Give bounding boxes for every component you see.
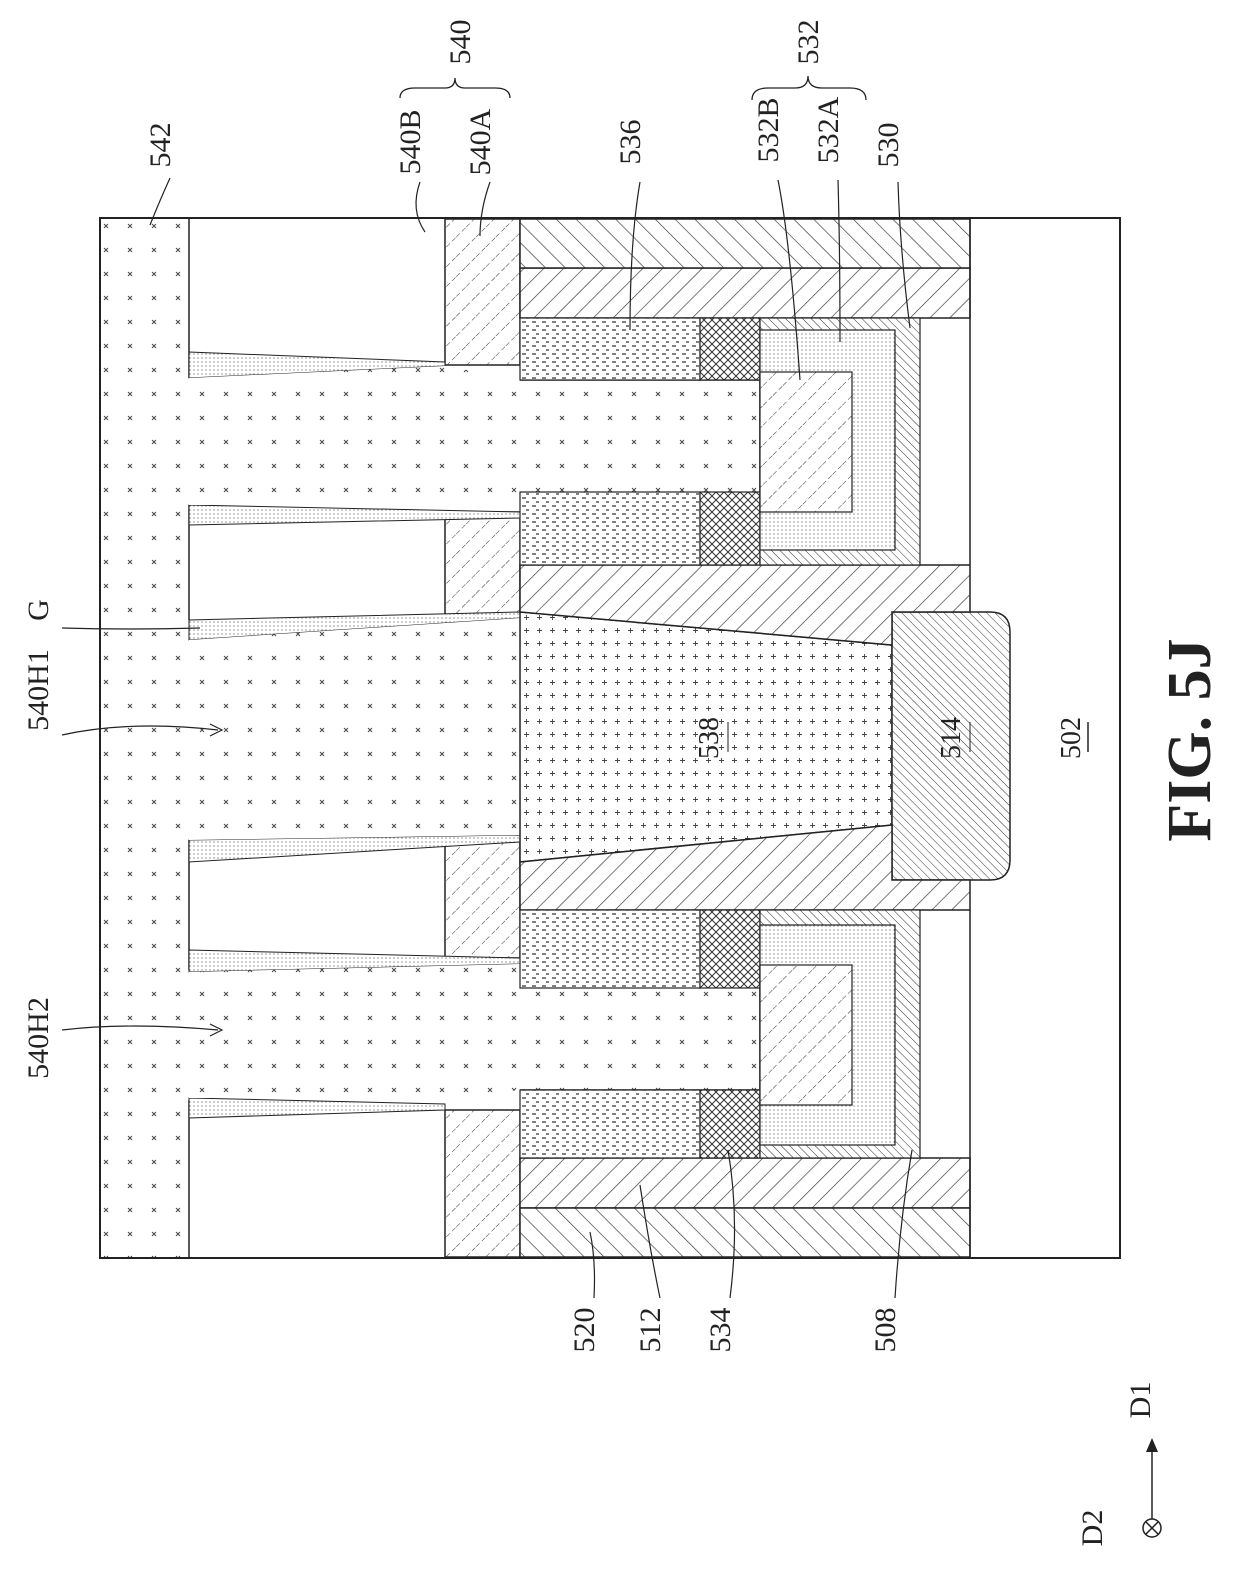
figure-caption: FIG. 5J [1156, 638, 1224, 841]
label-G: G [22, 599, 55, 621]
label-540A: 540A [464, 108, 497, 175]
label-530: 530 [872, 123, 905, 168]
region-536-lower-b [520, 1090, 700, 1158]
label-540B: 540B [394, 109, 427, 174]
label-512: 512 [634, 1308, 667, 1353]
layer-532B-lower [760, 965, 852, 1105]
layer-532B-upper [760, 372, 852, 512]
label-540H2: 540H2 [22, 997, 55, 1079]
region-536-upper [520, 318, 700, 380]
spacer-512-top [520, 268, 970, 318]
label-D2: D2 [1076, 1510, 1109, 1547]
label-514: 514 [936, 717, 967, 759]
cap-534-upper-b [700, 492, 760, 565]
region-536-lower-a [520, 910, 700, 988]
label-508: 508 [869, 1308, 902, 1353]
label-536: 536 [614, 120, 647, 165]
contact-540H1 [189, 618, 520, 840]
label-532B: 532B [752, 97, 785, 162]
cap-534-upper-a [700, 318, 760, 380]
label-D1: D1 [1124, 1382, 1157, 1419]
layer-540A-mid-upper [445, 512, 520, 615]
contact-upper [189, 366, 760, 505]
label-540: 540 [444, 20, 477, 65]
label-542: 542 [144, 123, 177, 168]
cap-534-lower-b [700, 1090, 760, 1158]
label-502: 502 [1056, 717, 1087, 759]
label-538: 538 [694, 717, 725, 759]
label-532: 532 [792, 20, 825, 65]
label-540H1: 540H1 [22, 649, 55, 731]
direction-d1-arrow-icon [1146, 1438, 1158, 1452]
label-532A: 532A [812, 96, 845, 163]
liner-lower-bottom [189, 1098, 445, 1118]
layer-542 [101, 219, 189, 1257]
layer-540A-top [445, 219, 520, 365]
label-520: 520 [568, 1308, 601, 1353]
layer-540A-mid-lower [445, 838, 520, 958]
region-536-upper-b [520, 492, 700, 565]
spacer-512-bottom [520, 1158, 970, 1208]
label-534: 534 [704, 1308, 737, 1353]
cap-534-lower-a [700, 910, 760, 988]
layer-540A-bottom [445, 1110, 520, 1257]
